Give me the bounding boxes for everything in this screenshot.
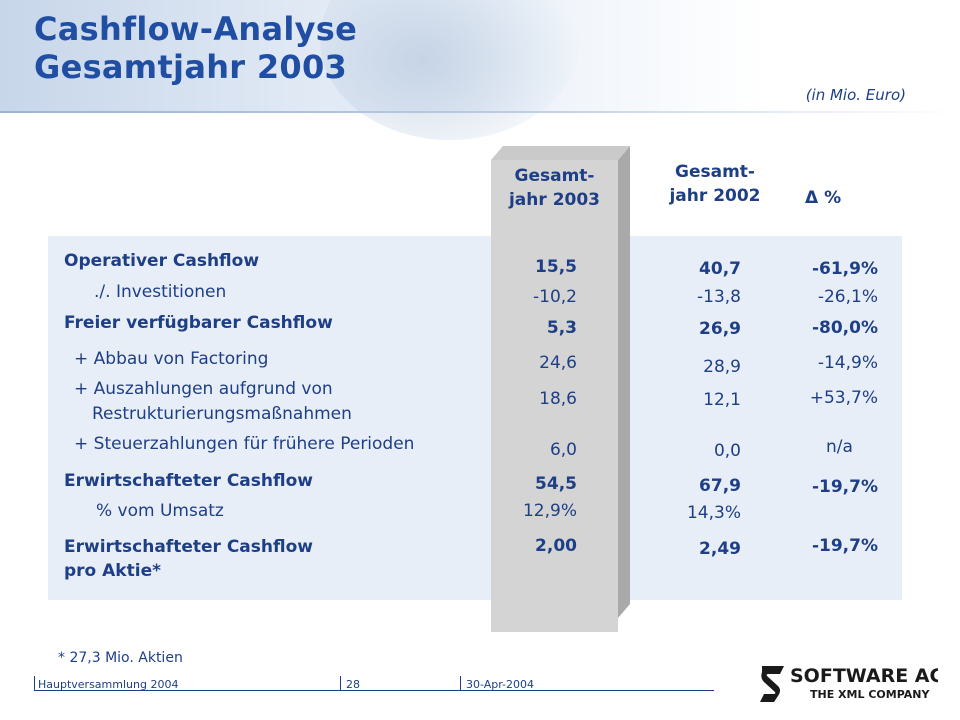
- footer-date: 30-Apr-2004: [466, 678, 535, 691]
- footer-divider: [460, 676, 461, 691]
- logo-tagline: THE XML COMPANY: [810, 688, 930, 701]
- value-2002: 28,9: [703, 357, 741, 377]
- value-2003: 18,6: [539, 389, 577, 409]
- value-2003: 2,00: [535, 536, 577, 556]
- value-2003: -10,2: [533, 287, 577, 307]
- col-header-delta: Δ %: [805, 188, 842, 208]
- footnote: * 27,3 Mio. Aktien: [58, 650, 183, 666]
- header-banner: [0, 0, 960, 140]
- row-label-factoring: + Abbau von Factoring: [74, 349, 269, 369]
- row-label-pro-aktie-line1: Erwirtschafteter Cashflow: [64, 537, 313, 557]
- row-label-umsatz: % vom Umsatz: [96, 501, 224, 521]
- value-2003: 24,6: [539, 353, 577, 373]
- value-2003: 12,9%: [522, 501, 577, 521]
- col-header-2003: Gesamt- jahr 2003: [491, 164, 618, 212]
- value-2003: 54,5: [535, 474, 577, 494]
- value-2002: 12,1: [703, 390, 741, 410]
- row-label-restrukturierung-line1: + Auszahlungen aufgrund von: [74, 379, 333, 399]
- row-label-investitionen: ./. Investitionen: [94, 282, 227, 302]
- col-header-2002: Gesamt- jahr 2002: [650, 160, 780, 208]
- value-delta: -19,7%: [811, 477, 878, 497]
- row-label-freier-cashflow: Freier verfügbarer Cashflow: [64, 313, 333, 333]
- value-2002: 14,3%: [686, 503, 741, 523]
- slide-title-line2: Gesamtjahr 2003: [34, 48, 348, 86]
- value-2003: 5,3: [546, 318, 577, 338]
- value-2002: 67,9: [699, 476, 741, 496]
- logo-name: SOFTWARE AG: [790, 665, 938, 687]
- value-2002: 2,49: [699, 539, 741, 559]
- row-label-operativer-cashflow: Operativer Cashflow: [64, 251, 260, 271]
- row-label-steuerzahlungen: + Steuerzahlungen für frühere Perioden: [74, 434, 415, 454]
- footer-event: Hauptversammlung 2004: [38, 678, 179, 691]
- slide-title-line1: Cashflow-Analyse: [34, 10, 358, 48]
- footer-page-number: 28: [346, 678, 360, 691]
- footer-divider: [340, 676, 341, 691]
- highlight-column-top: [491, 146, 630, 160]
- highlight-column-side: [618, 146, 630, 618]
- row-label-restrukturierung-line2: Restrukturierungsmaßnahmen: [92, 404, 352, 424]
- col-header-2003-line2: jahr 2003: [508, 190, 601, 210]
- table-background: [48, 236, 902, 600]
- units-note: (in Mio. Euro): [805, 86, 906, 104]
- col-header-2002-line1: Gesamt-: [675, 162, 755, 182]
- value-delta: +53,7%: [809, 388, 878, 408]
- value-delta: -14,9%: [817, 353, 878, 373]
- col-header-2002-line2: jahr 2002: [669, 186, 761, 206]
- software-ag-logo-mark: SOFTWARE AG THE XML COMPANY: [760, 665, 945, 702]
- value-delta: -61,9%: [811, 259, 878, 279]
- value-2002: 0,0: [713, 441, 741, 461]
- value-delta: n/a: [826, 437, 853, 457]
- globe-decoration: [320, 0, 580, 140]
- header-divider: [0, 111, 960, 113]
- value-2003: 15,5: [535, 257, 577, 277]
- highlight-column-2003: [491, 160, 618, 632]
- footer-divider: [34, 676, 35, 691]
- row-label-erwirtschafteter-cashflow: Erwirtschafteter Cashflow: [64, 471, 313, 491]
- row-label-pro-aktie-line2: pro Aktie*: [64, 561, 161, 581]
- value-2003: 6,0: [549, 440, 577, 460]
- value-2002: 40,7: [699, 259, 741, 279]
- footer-rule: [34, 690, 714, 691]
- value-delta: -80,0%: [811, 318, 878, 338]
- value-delta: -26,1%: [817, 287, 878, 307]
- value-delta: -19,7%: [811, 536, 878, 556]
- col-header-2003-line1: Gesamt-: [514, 166, 595, 186]
- value-2002: 26,9: [699, 319, 741, 339]
- software-ag-logo: SOFTWARE AG THE XML COMPANY: [758, 662, 945, 708]
- value-2002: -13,8: [697, 287, 741, 307]
